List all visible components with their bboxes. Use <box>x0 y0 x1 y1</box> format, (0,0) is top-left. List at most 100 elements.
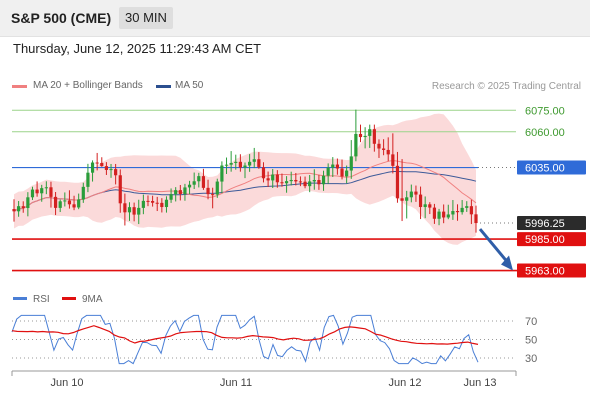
candle-body <box>368 129 372 136</box>
candle-body <box>386 149 390 155</box>
legend-ma20: MA 20 + Bollinger Bands <box>33 80 143 91</box>
x-tick-label: Jun 10 <box>50 377 83 389</box>
candle-body <box>95 162 99 164</box>
candle-body <box>63 200 67 202</box>
candle-body <box>455 211 460 213</box>
candle-body <box>114 169 118 176</box>
candle-body <box>141 200 145 208</box>
x-tick-label: Jun 12 <box>388 377 421 389</box>
candle-body <box>215 181 219 195</box>
candle-body <box>123 203 127 213</box>
rsi-line <box>11 314 479 365</box>
chart-header: S&P 500 (CME) 30 MIN <box>0 0 590 37</box>
candle-body <box>26 197 30 209</box>
candle-body <box>151 201 155 203</box>
candle-body <box>382 148 386 150</box>
candle-body <box>109 169 113 171</box>
candle-body <box>30 189 35 198</box>
bollinger-band-area <box>14 113 476 245</box>
candle-body <box>100 162 104 167</box>
candle-body <box>428 204 432 208</box>
instrument-title: S&P 500 (CME) <box>11 10 112 26</box>
candle-body <box>155 202 159 204</box>
candle-body <box>243 165 247 168</box>
candle-body <box>354 133 358 157</box>
candle-body <box>40 188 44 194</box>
candle-body <box>363 135 367 138</box>
candle-body <box>238 161 242 168</box>
candle-body <box>400 198 404 201</box>
timeframe-button[interactable]: 30 MIN <box>119 7 173 29</box>
level-label-current: 5996.25 <box>525 218 565 230</box>
candles-group <box>12 109 478 233</box>
candle-body <box>174 190 178 195</box>
candle-body <box>284 181 289 184</box>
candle-body <box>335 164 339 169</box>
candle-body <box>248 161 252 166</box>
candle-body <box>81 186 85 200</box>
candle-body <box>289 179 293 182</box>
candle-body <box>331 164 335 168</box>
candle-body <box>86 172 90 187</box>
candle-body <box>229 162 233 165</box>
candle-body <box>146 200 150 202</box>
level-label-support: 5963.00 <box>525 266 565 278</box>
candle-body <box>280 182 284 184</box>
candle-body <box>234 161 238 163</box>
candle-body <box>118 175 122 204</box>
x-tick-label: Jun 13 <box>463 377 496 389</box>
rsi-tick-label: 30 <box>525 353 537 365</box>
x-tick-label: Jun 11 <box>220 377 252 389</box>
candle-body <box>58 201 62 208</box>
candle-body <box>321 175 326 185</box>
candle-body <box>465 206 469 208</box>
level-label-resistance: 6060.00 <box>525 127 565 139</box>
candle-body <box>395 165 400 199</box>
projection-arrow-shaft <box>478 228 509 263</box>
candle-body <box>53 196 58 208</box>
candle-body <box>312 179 316 182</box>
candle-body <box>49 187 53 197</box>
candle-body <box>340 168 344 177</box>
rsi-tick-label: 70 <box>525 316 537 328</box>
candle-body <box>211 194 215 196</box>
candle-body <box>437 211 441 219</box>
rsi-ma-legend-swatch <box>62 297 76 300</box>
candle-body <box>469 206 473 215</box>
candle-body <box>345 170 349 177</box>
candle-body <box>252 159 256 162</box>
candle-body <box>294 179 298 182</box>
rsi-tick-label: 50 <box>525 335 537 347</box>
candle-body <box>377 143 381 149</box>
candle-body <box>21 206 25 209</box>
candle-body <box>451 211 455 215</box>
candle-body <box>261 167 266 179</box>
level-label-resistance: 6075.00 <box>525 105 565 117</box>
candle-body <box>391 154 395 166</box>
ma20-line <box>13 159 477 212</box>
candle-body <box>127 207 132 213</box>
candle-body <box>257 159 261 168</box>
rsi-ma-legend-label: 9MA <box>82 294 103 305</box>
legend-swatch-ma50 <box>156 85 171 88</box>
candle-body <box>423 204 427 208</box>
candle-body <box>405 197 409 201</box>
candle-body <box>160 202 164 208</box>
candle-body <box>446 214 450 218</box>
candle-body <box>183 187 187 195</box>
candle-body <box>432 207 437 219</box>
candle-body <box>90 162 95 173</box>
candle-body <box>178 190 182 195</box>
candle-body <box>275 174 279 183</box>
candle-body <box>474 214 478 224</box>
candle-body <box>409 191 413 198</box>
level-badge-support <box>517 263 586 278</box>
candle-body <box>206 187 210 195</box>
candle-body <box>308 181 312 187</box>
timestamp: Thursday, June 12, 2025 11:29:43 AM CET <box>13 41 262 56</box>
candle-body <box>201 176 206 188</box>
candle-body <box>317 179 321 185</box>
candle-body <box>12 209 16 212</box>
candle-body <box>132 207 136 215</box>
